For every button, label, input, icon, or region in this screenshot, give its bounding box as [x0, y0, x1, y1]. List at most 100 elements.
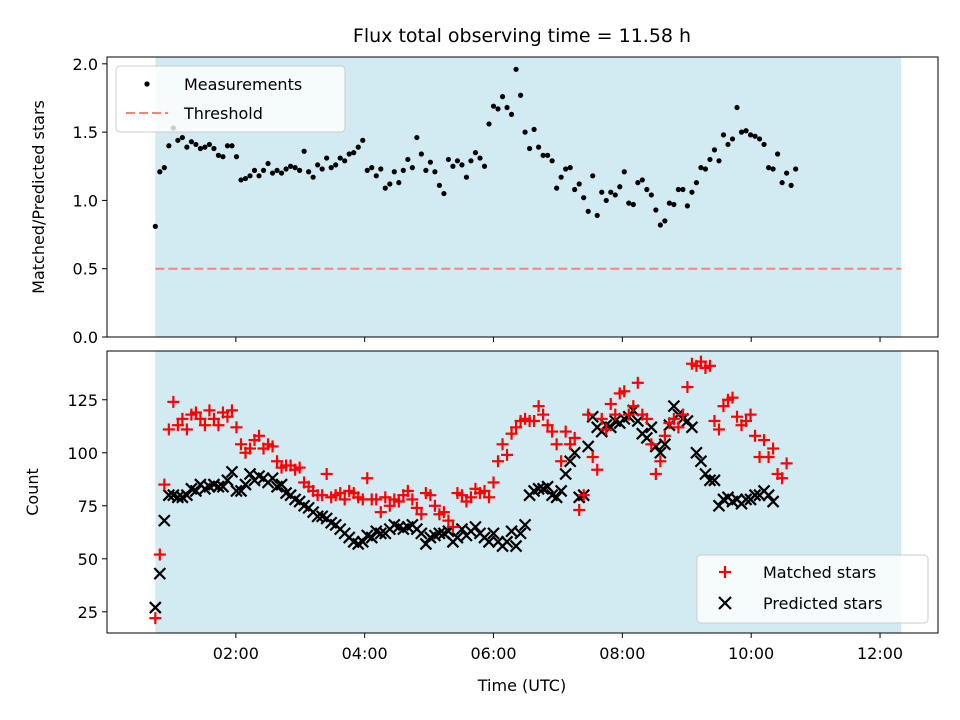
predicted-star-point — [455, 522, 469, 536]
legend-threshold-label: Threshold — [183, 104, 263, 123]
measurement-point — [585, 208, 591, 214]
matched-star-point — [708, 414, 721, 427]
matched-star-point — [401, 484, 414, 497]
predicted-star-point — [667, 399, 681, 413]
predicted-star-point — [243, 467, 257, 481]
predicted-star-point — [311, 510, 324, 523]
measurement-point — [251, 167, 258, 173]
measurement-point — [698, 165, 704, 171]
measurement-point — [468, 158, 474, 164]
matched-star-point — [492, 455, 505, 468]
predicted-star-point — [509, 539, 523, 553]
measurement-point — [319, 166, 325, 172]
matched-star-point — [437, 506, 450, 519]
matched-star-point — [225, 404, 238, 417]
measurement-point — [590, 173, 596, 179]
matched-star-point — [676, 408, 689, 421]
measurement-point — [743, 128, 749, 134]
measurement-point — [463, 174, 470, 180]
matched-star-point — [712, 423, 725, 436]
measurement-point — [612, 192, 618, 198]
measurement-point — [157, 169, 163, 175]
matched-star-point — [149, 612, 162, 625]
measurement-point — [224, 143, 231, 149]
predicted-star-point — [581, 440, 595, 453]
bottom-x-axis-label: Time (UTC) — [477, 676, 566, 695]
bottom-y-tick-label: 100 — [67, 444, 98, 463]
predicted-star-point — [266, 471, 279, 485]
predicted-star-point — [189, 484, 203, 498]
top-panel: 0.0 0.5 1.0 1.5 2.0 Flux total observing tim… — [29, 25, 939, 347]
predicted-star-point — [694, 454, 708, 468]
predicted-star-point — [514, 527, 527, 540]
measurement-point — [166, 143, 172, 149]
matched-star-point — [640, 412, 653, 425]
predicted-star-point — [239, 478, 252, 491]
matched-star-point — [762, 451, 775, 464]
measurement-point — [278, 170, 285, 176]
measurement-point — [504, 104, 510, 111]
bottom-axes-frame — [106, 350, 939, 634]
matched-star-point — [253, 429, 266, 442]
matched-star-point — [180, 423, 193, 436]
matched-star-point — [464, 491, 477, 504]
measurement-point — [423, 167, 429, 173]
measurement-point — [554, 185, 560, 191]
measurement-point — [179, 134, 185, 141]
measurement-point — [756, 136, 763, 142]
measurement-point — [382, 185, 388, 191]
measurement-point — [197, 145, 204, 152]
measurement-point — [707, 156, 713, 163]
matched-star-point — [627, 400, 640, 413]
measurement-point — [716, 158, 722, 164]
matched-star-point — [740, 414, 753, 427]
measurement-point — [513, 66, 519, 72]
predicted-star-point — [149, 601, 162, 614]
measurement-point — [247, 173, 253, 179]
matched-star-point — [717, 400, 730, 413]
matched-star-point — [658, 429, 671, 442]
chart-title: Flux total observing time = 11.58 h — [353, 25, 691, 47]
measurement-point — [409, 165, 415, 171]
predicted-star-point — [415, 527, 428, 540]
measurement-point — [391, 169, 397, 175]
matched-star-point — [555, 455, 568, 468]
predicted-star-point — [550, 491, 563, 504]
matched-star-point — [731, 410, 744, 423]
measurement-point — [161, 165, 167, 171]
measurement-point — [337, 155, 343, 161]
matched-star-point — [162, 423, 175, 436]
predicted-star-point — [212, 480, 225, 493]
predicted-star-point — [451, 531, 464, 544]
bottom-y-tick-label: 25 — [78, 603, 98, 622]
measurement-point — [774, 151, 781, 157]
measurement-point — [784, 170, 790, 176]
predicted-star-point — [505, 524, 518, 538]
measurement-point — [729, 136, 736, 142]
predicted-star-point — [762, 488, 775, 502]
measurement-point — [608, 189, 614, 195]
measurement-point — [400, 167, 406, 173]
matched-star-point — [370, 493, 383, 506]
predicted-star-point — [158, 514, 171, 527]
measurement-point — [238, 177, 244, 183]
measurement-point — [481, 163, 488, 169]
matched-star-point — [604, 398, 617, 411]
measurement-point — [215, 152, 222, 158]
matched-star-point — [749, 429, 762, 442]
matched-star-point — [189, 406, 202, 419]
matched-star-point — [230, 421, 243, 434]
measurement-point — [734, 104, 740, 111]
matched-star-point — [316, 489, 329, 502]
measurement-point — [364, 167, 370, 173]
predicted-stars-series — [149, 399, 780, 614]
matched-star-point — [158, 478, 171, 491]
measurement-point — [206, 141, 213, 148]
measurement-point — [711, 147, 718, 153]
measurement-point — [536, 144, 542, 150]
matched-star-point — [212, 419, 225, 432]
measurement-point — [572, 186, 578, 193]
top-y-tick-label: 0.0 — [73, 328, 98, 347]
matched-star-point — [586, 451, 599, 464]
measurement-point — [188, 139, 194, 145]
